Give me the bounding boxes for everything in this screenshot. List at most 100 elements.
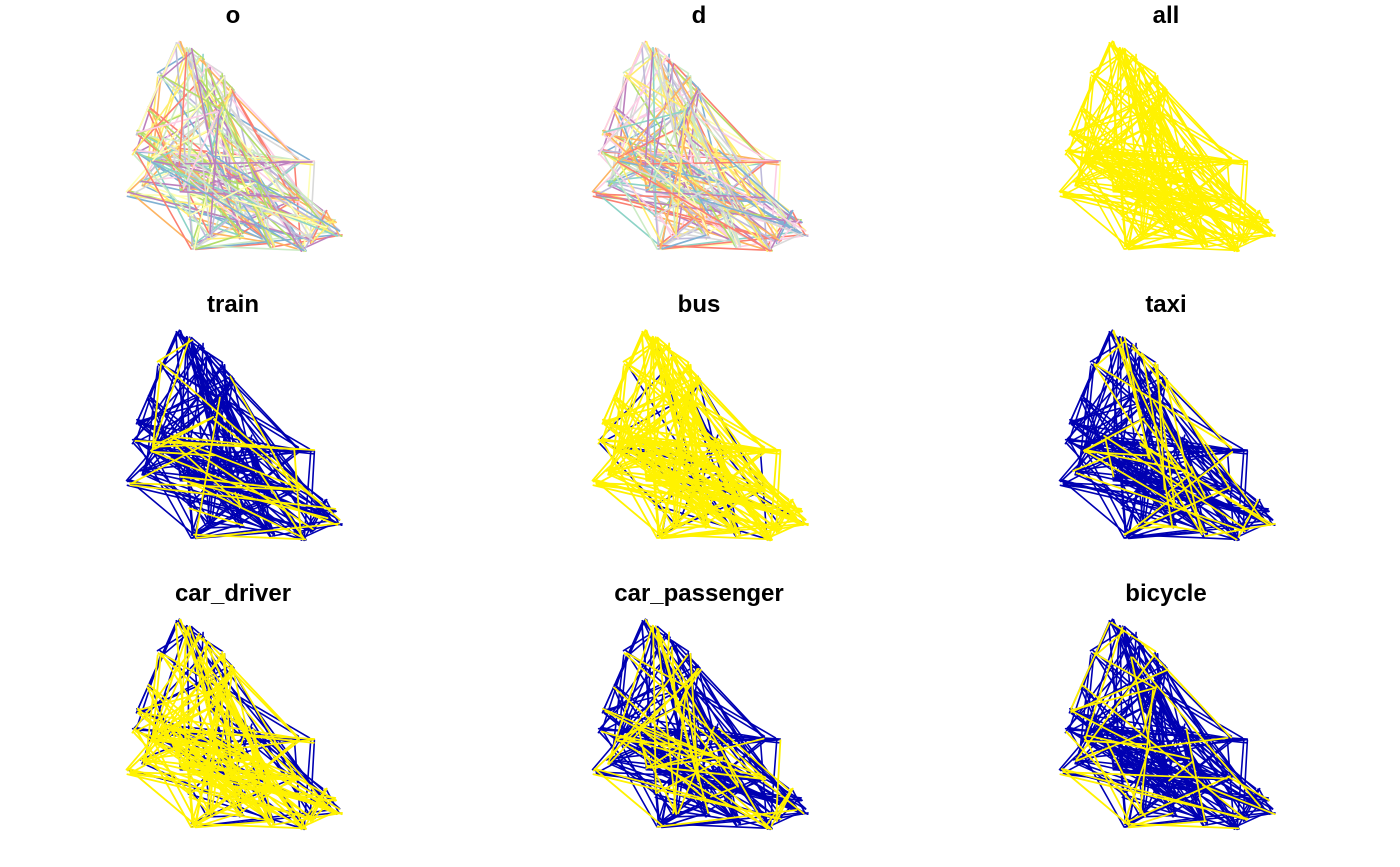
desire-line-background	[1080, 397, 1240, 541]
map-bus	[591, 329, 809, 542]
desire-line-highlight	[1131, 346, 1141, 356]
desire-line	[695, 86, 762, 204]
desire-line-background	[1085, 445, 1149, 457]
desire-line-highlight	[129, 482, 295, 491]
desire-line-highlight	[623, 363, 765, 489]
desire-line-background	[1069, 441, 1125, 539]
desire-line-highlight	[679, 454, 712, 507]
desire-line-background	[207, 357, 269, 499]
desire-line-highlight	[212, 668, 233, 707]
desire-line	[175, 161, 313, 165]
desire-line-background	[1191, 471, 1238, 539]
desire-line	[608, 155, 676, 184]
desire-line-highlight	[1084, 448, 1188, 472]
desire-line	[131, 56, 202, 156]
desire-line-highlight	[1139, 525, 1178, 529]
desire-line-background	[209, 398, 220, 524]
desire-line-highlight	[645, 479, 765, 488]
desire-line-highlight	[675, 398, 686, 524]
desire-line	[193, 87, 232, 250]
desire-line-highlight	[604, 710, 682, 751]
desire-line-highlight	[638, 452, 678, 526]
desire-line	[1123, 52, 1144, 237]
desire-line-highlight	[613, 394, 781, 532]
desire-line	[602, 129, 711, 234]
desire-line	[1128, 234, 1174, 250]
desire-line-highlight	[1168, 760, 1194, 782]
desire-line	[1108, 161, 1246, 165]
desire-line-background	[1243, 797, 1268, 822]
desire-line-highlight	[1125, 822, 1240, 830]
desire-line	[645, 190, 765, 199]
desire-line-highlight	[1124, 451, 1234, 536]
desire-line-highlight	[1124, 747, 1150, 823]
desire-line-highlight	[649, 737, 765, 769]
desire-line-background	[137, 398, 224, 423]
map-car-passenger	[591, 618, 809, 831]
desire-line	[1167, 198, 1261, 229]
desire-line	[206, 236, 245, 240]
desire-line-background	[767, 810, 804, 828]
desire-line	[1075, 155, 1143, 184]
desire-line-highlight	[151, 337, 191, 450]
desire-line-background	[1084, 685, 1157, 738]
desire-line	[652, 47, 657, 215]
desire-line-highlight	[192, 822, 307, 830]
panel-title-bicycle: bicycle	[1125, 580, 1207, 607]
desire-line	[1123, 47, 1150, 170]
desire-line	[157, 74, 299, 200]
desire-line-highlight	[1060, 768, 1130, 827]
desire-line-highlight	[664, 367, 794, 519]
desire-line-highlight	[198, 656, 328, 808]
desire-line	[175, 41, 331, 230]
desire-line-background	[160, 363, 223, 400]
desire-line-background	[136, 441, 192, 539]
desire-line	[1064, 56, 1135, 156]
desire-line-highlight	[1110, 621, 1157, 653]
desire-line	[179, 190, 299, 199]
panel-title-train: train	[206, 291, 259, 318]
desire-line-highlight	[258, 471, 305, 540]
desire-line-highlight	[656, 336, 672, 350]
desire-line-background	[597, 634, 668, 734]
desire-line	[613, 105, 781, 243]
desire-line-highlight	[601, 707, 722, 760]
desire-line-highlight	[1070, 621, 1111, 710]
desire-line-background	[1084, 450, 1272, 526]
desire-line	[617, 127, 680, 158]
desire-line-background	[597, 731, 674, 773]
desire-line-highlight	[150, 685, 224, 738]
desire-line	[776, 219, 801, 244]
desire-line-highlight	[212, 418, 333, 513]
desire-line-highlight	[625, 363, 689, 400]
desire-line-highlight	[170, 729, 241, 795]
desire-line-highlight	[592, 773, 782, 820]
desire-line	[1123, 48, 1138, 61]
desire-line	[1064, 153, 1141, 195]
desire-line	[131, 149, 210, 157]
desire-line-highlight	[1142, 418, 1204, 499]
desire-line-highlight	[131, 442, 209, 485]
desire-line-background	[142, 444, 210, 473]
desire-line-background	[1132, 367, 1261, 518]
desire-line-highlight	[1140, 641, 1233, 739]
desire-line	[1126, 87, 1165, 250]
desire-line-highlight	[617, 416, 681, 448]
desire-line	[673, 151, 807, 232]
desire-line	[1059, 195, 1249, 242]
desire-line-highlight	[1070, 686, 1157, 712]
desire-line-background	[695, 664, 762, 782]
desire-line-background	[1151, 395, 1244, 450]
desire-line	[1226, 158, 1235, 248]
desire-line-highlight	[641, 330, 798, 519]
desire-line-highlight	[1075, 654, 1156, 761]
desire-line-highlight	[600, 730, 764, 779]
desire-line	[618, 109, 707, 236]
desire-line	[1070, 44, 1111, 131]
desire-line-highlight	[1130, 656, 1151, 747]
desire-line-background	[1103, 440, 1174, 506]
map-car-driver	[125, 618, 343, 831]
map-all	[1058, 40, 1276, 253]
desire-line-highlight	[608, 468, 658, 507]
